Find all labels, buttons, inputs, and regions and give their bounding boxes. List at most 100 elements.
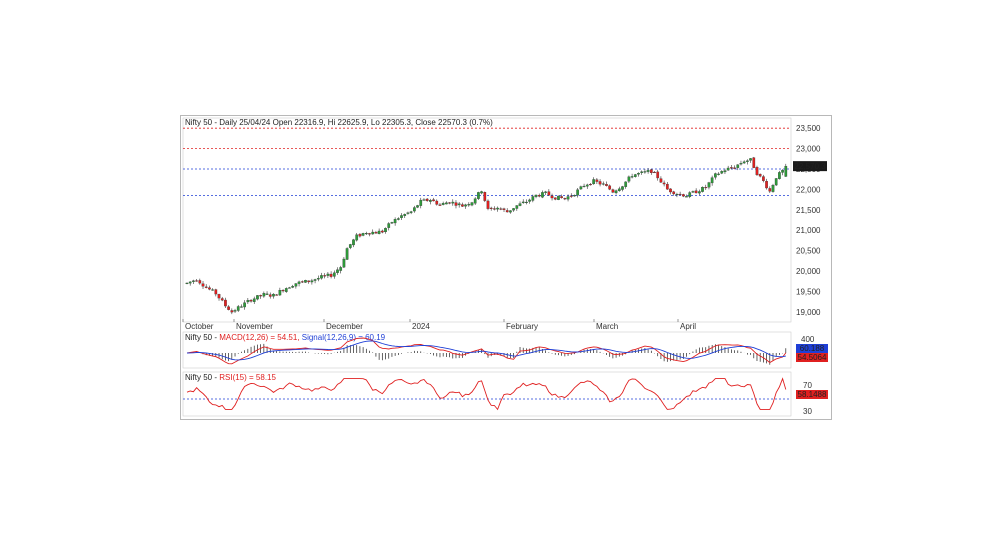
candle-body [774,178,778,186]
candle-body [204,286,208,288]
candle-body [758,173,762,177]
candle-body [665,183,669,190]
candle-body [502,208,506,210]
candle-body [595,179,599,182]
month-label: February [506,322,538,331]
candle-body [723,170,727,173]
candle-body [332,272,336,277]
candle-body [691,191,695,193]
candle-body [224,299,227,307]
candle-body [281,290,285,292]
candle-body [637,173,640,175]
rsi-y-tick-30: 30 [803,407,812,416]
candle-body [701,187,704,192]
candle-body [470,202,474,206]
candle-body [531,196,535,201]
y-tick-label: 21,500 [796,206,821,215]
candle-body [505,210,509,213]
candle-body [188,281,192,284]
candle-body [566,196,570,200]
rsi-value-badge [796,390,828,399]
candle-body [259,295,262,297]
candle-body [272,293,275,297]
candle-body [445,202,448,205]
candle-body [781,170,784,173]
candle-body [656,171,660,179]
candle-body [345,248,349,260]
candle-body [268,294,272,297]
candle-body [297,281,301,284]
candle-body [409,211,413,213]
candle-body [358,234,362,237]
y-tick-label: 23,000 [796,145,821,154]
candle-body [441,203,445,205]
candle-body [384,228,387,233]
rsi-value-label: 58.1488 [798,390,827,399]
candle-body [697,191,701,194]
candle-body [601,183,605,185]
y-tick-label: 20,500 [796,247,821,256]
candle-body [352,239,355,246]
candle-body [717,173,720,175]
candle-body [275,294,279,296]
candle-body [323,275,327,277]
svg-text:Nifty 50 - MACD(12,26) = 54.51: Nifty 50 - MACD(12,26) = 54.51, Signal(1… [185,333,386,342]
candle-body [185,282,189,284]
candle-body [736,164,740,168]
candle-body [681,194,685,197]
candle-body [400,215,403,218]
candle-body [707,182,711,188]
candle-body [627,176,631,182]
candle-body [413,207,416,212]
candle-body [576,189,580,196]
candle-body [512,208,515,211]
candle-body [339,267,343,271]
signal-line [186,340,786,361]
candle-body [432,199,435,202]
candle-body [243,302,246,308]
macd-value-label: 54.5064 [798,353,827,362]
candle-body [653,171,656,174]
candle-body [208,287,211,290]
candle-body [326,273,330,276]
candle-body [496,207,499,210]
candle-body [198,280,202,284]
rsi-title-prefix: Nifty 50 - [185,373,219,382]
candle-body [240,306,243,308]
rsi-y-tick-70: 70 [803,381,812,390]
candle-body [371,231,375,235]
candle-body [585,184,589,187]
macd-line [186,337,787,365]
candle-body [640,171,644,173]
last-close-badge: 22,570.3 [793,161,827,172]
candle-body [598,181,602,185]
stock-chart: Nifty 50 - Daily 25/04/24 Open 22316.9, … [180,115,832,420]
candle-body [361,233,365,236]
candle-body [537,195,541,197]
candle-body [633,174,637,177]
candle-body [515,205,519,209]
signal-value-badge [796,344,828,353]
candle-body [771,185,775,192]
candle-body [662,182,666,185]
candle-body [390,222,394,224]
candle-body [611,189,615,193]
candle-body [355,234,359,241]
candle-body [582,185,586,188]
candle-body [227,306,230,310]
candle-body [694,190,698,194]
candle-body [480,191,483,194]
candle-body [765,181,768,189]
candle-body [608,185,612,190]
candle-body [649,169,653,174]
candle-body [451,201,455,204]
svg-text:Nifty 50 - RSI(15) = 58.15: Nifty 50 - RSI(15) = 58.15 [185,373,276,382]
y-tick-label: 21,000 [796,226,821,235]
candle-body [630,176,634,178]
candle-body [249,300,253,302]
candle-body [589,183,592,186]
candle-body [304,280,307,283]
candle-body [329,273,333,277]
candle-body [499,208,503,210]
candle-body [195,280,198,282]
